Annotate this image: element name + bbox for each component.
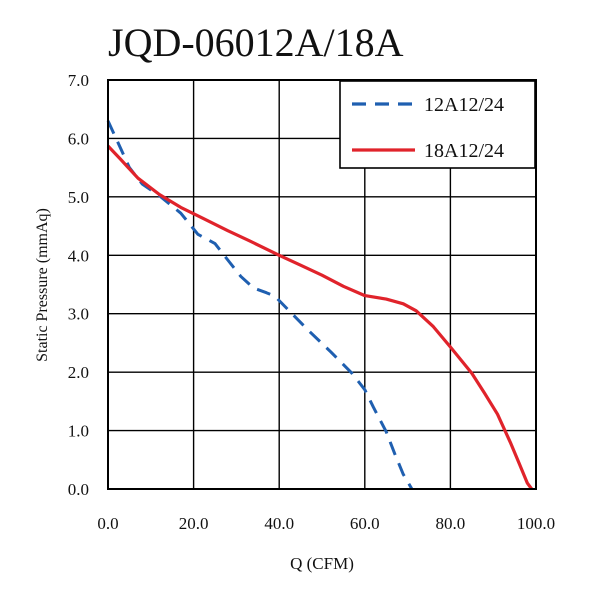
- series-layer: [106, 120, 533, 490]
- y-tick-label: 2.0: [68, 363, 89, 382]
- x-tick-label: 60.0: [350, 514, 380, 533]
- y-tick-label: 7.0: [68, 71, 89, 90]
- x-axis-label: Q (CFM): [290, 554, 354, 573]
- y-tick-label: 1.0: [68, 422, 89, 441]
- y-tick-label: 3.0: [68, 305, 89, 324]
- x-tick-label: 0.0: [97, 514, 118, 533]
- legend-label-2: 18A12/24: [424, 140, 504, 162]
- y-tick-label: 0.0: [68, 480, 89, 499]
- y-axis-label: Static Pressure (mmAq): [34, 208, 51, 362]
- legend-box: [339, 80, 536, 169]
- series-line-1: [106, 120, 414, 490]
- y-tick-label: 5.0: [68, 188, 89, 207]
- legend-label-1: 12A12/24: [424, 94, 504, 116]
- tick-labels: 0.0 20.0 40.0 60.0 80.0 100.0 0.0 1.0 2.0 3.0 4.0 5…: [68, 71, 555, 533]
- plot-frame: [107, 79, 537, 490]
- x-tick-label: 40.0: [264, 514, 294, 533]
- y-tick-label: 6.0: [68, 129, 89, 148]
- x-tick-label: 100.0: [517, 514, 555, 533]
- x-tick-label: 20.0: [179, 514, 209, 533]
- chart-title: JQD-06012A/18A: [108, 20, 404, 65]
- series-line-2: [106, 144, 533, 490]
- y-tick-label: 4.0: [68, 246, 89, 265]
- legend: 12A12/24 18A12/24: [339, 80, 536, 169]
- x-tick-label: 80.0: [436, 514, 466, 533]
